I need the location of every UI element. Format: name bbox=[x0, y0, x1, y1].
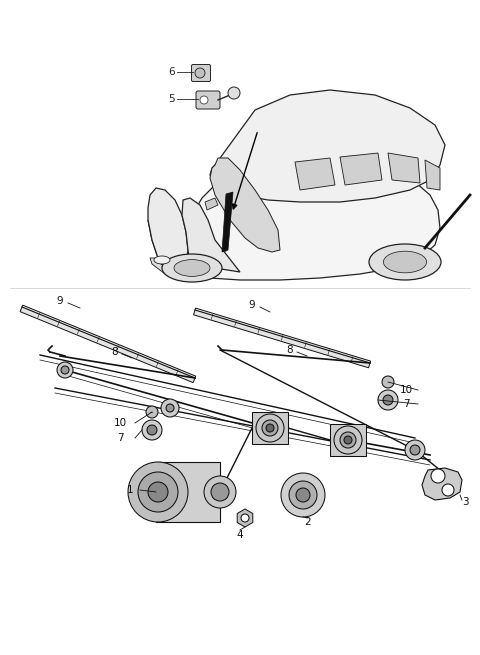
Ellipse shape bbox=[154, 256, 170, 264]
Circle shape bbox=[146, 406, 158, 418]
Polygon shape bbox=[222, 192, 233, 252]
Circle shape bbox=[211, 483, 229, 501]
Text: 1: 1 bbox=[127, 485, 133, 495]
Circle shape bbox=[138, 472, 178, 512]
Polygon shape bbox=[20, 305, 196, 383]
Text: 7: 7 bbox=[117, 433, 123, 443]
Circle shape bbox=[382, 376, 394, 388]
Ellipse shape bbox=[174, 259, 210, 276]
Circle shape bbox=[431, 469, 445, 483]
Circle shape bbox=[228, 87, 240, 99]
Circle shape bbox=[266, 424, 274, 432]
Circle shape bbox=[344, 436, 352, 444]
Polygon shape bbox=[210, 158, 280, 252]
Text: 8: 8 bbox=[287, 345, 293, 355]
Text: 6: 6 bbox=[168, 67, 175, 77]
Polygon shape bbox=[156, 462, 220, 522]
Circle shape bbox=[442, 484, 454, 496]
Text: 3: 3 bbox=[462, 497, 468, 507]
Ellipse shape bbox=[369, 244, 441, 280]
Circle shape bbox=[410, 445, 420, 455]
Circle shape bbox=[161, 399, 179, 417]
Circle shape bbox=[241, 514, 249, 522]
Polygon shape bbox=[148, 160, 440, 280]
FancyBboxPatch shape bbox=[192, 64, 211, 81]
Circle shape bbox=[334, 426, 362, 454]
Text: 9: 9 bbox=[249, 300, 255, 310]
Text: 8: 8 bbox=[112, 347, 118, 357]
Circle shape bbox=[405, 440, 425, 460]
Circle shape bbox=[289, 481, 317, 509]
Circle shape bbox=[296, 488, 310, 502]
Circle shape bbox=[200, 96, 208, 104]
Polygon shape bbox=[205, 198, 218, 210]
Text: 10: 10 bbox=[399, 385, 413, 395]
Circle shape bbox=[281, 473, 325, 517]
Circle shape bbox=[147, 425, 157, 435]
Text: 7: 7 bbox=[403, 399, 409, 409]
Circle shape bbox=[256, 414, 284, 442]
Polygon shape bbox=[388, 153, 420, 183]
Text: 10: 10 bbox=[113, 418, 127, 428]
Circle shape bbox=[166, 404, 174, 412]
Circle shape bbox=[204, 476, 236, 508]
Circle shape bbox=[340, 432, 356, 448]
Circle shape bbox=[195, 68, 205, 78]
Text: 5: 5 bbox=[168, 94, 175, 104]
Polygon shape bbox=[425, 160, 440, 190]
Text: 2: 2 bbox=[305, 517, 312, 527]
Circle shape bbox=[128, 462, 188, 522]
Polygon shape bbox=[340, 153, 382, 185]
Circle shape bbox=[142, 420, 162, 440]
Polygon shape bbox=[150, 258, 185, 278]
Polygon shape bbox=[295, 158, 335, 190]
Text: 9: 9 bbox=[57, 296, 63, 306]
Polygon shape bbox=[193, 308, 371, 368]
Circle shape bbox=[148, 482, 168, 502]
Polygon shape bbox=[182, 198, 240, 272]
FancyBboxPatch shape bbox=[196, 91, 220, 109]
Polygon shape bbox=[330, 424, 366, 456]
Circle shape bbox=[378, 390, 398, 410]
Ellipse shape bbox=[384, 252, 427, 272]
Circle shape bbox=[61, 366, 69, 374]
Text: 4: 4 bbox=[237, 530, 243, 540]
Ellipse shape bbox=[162, 254, 222, 282]
Polygon shape bbox=[210, 90, 445, 202]
Polygon shape bbox=[422, 468, 462, 500]
Circle shape bbox=[57, 362, 73, 378]
Polygon shape bbox=[148, 188, 188, 272]
Polygon shape bbox=[252, 412, 288, 444]
Circle shape bbox=[262, 420, 278, 436]
Circle shape bbox=[383, 395, 393, 405]
